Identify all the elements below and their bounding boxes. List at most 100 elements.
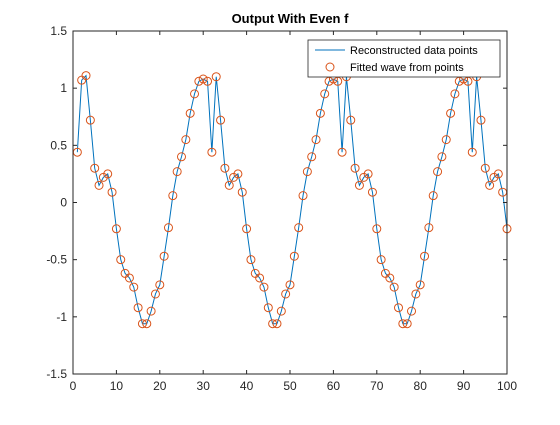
data-point-marker: [150, 289, 160, 299]
data-point-marker: [224, 180, 234, 190]
data-point-marker: [420, 251, 430, 261]
x-tick-label: 90: [457, 379, 471, 393]
data-point-marker: [81, 71, 91, 81]
data-point-marker: [103, 169, 113, 179]
data-point-marker: [216, 115, 226, 125]
data-point-marker: [163, 223, 173, 233]
y-tick-label: -0.5: [46, 253, 67, 267]
data-point-marker: [90, 163, 100, 173]
data-point-marker: [376, 255, 386, 265]
legend: Reconstructed data points Fitted wave fr…: [307, 39, 501, 78]
data-point-marker: [129, 282, 139, 292]
data-point-marker: [237, 187, 247, 197]
data-point-marker: [159, 251, 169, 261]
x-tick-label: 80: [414, 379, 428, 393]
data-point-marker: [281, 289, 291, 299]
x-tick-label: 50: [283, 379, 297, 393]
data-point-marker: [116, 255, 126, 265]
data-point-marker: [185, 108, 195, 118]
data-point-marker: [298, 191, 308, 201]
x-tick-label: 0: [70, 379, 77, 393]
data-point-marker: [476, 115, 486, 125]
x-tick-label: 70: [370, 379, 384, 393]
y-tick-label: -1.5: [46, 367, 67, 381]
data-point-marker: [155, 280, 165, 290]
data-point-marker: [107, 187, 117, 197]
data-point-marker: [398, 319, 408, 329]
data-point-marker: [207, 147, 217, 157]
data-point-marker: [211, 72, 221, 82]
data-point-marker: [315, 108, 325, 118]
data-point-marker: [433, 167, 443, 177]
legend-label-reconstructed: Reconstructed data points: [350, 45, 478, 57]
data-point-marker: [450, 89, 460, 99]
data-point-marker: [363, 169, 373, 179]
data-point-marker: [203, 76, 213, 86]
plot-area: [73, 31, 507, 374]
data-point-marker: [285, 280, 295, 290]
data-point-marker: [177, 152, 186, 162]
data-point-marker: [111, 224, 121, 234]
data-point-marker: [146, 306, 156, 316]
series-line-reconstructed: [76, 74, 508, 325]
data-point-marker: [307, 152, 317, 162]
y-tick-label: 1: [60, 81, 67, 95]
data-point-marker: [142, 319, 152, 329]
data-point-marker: [346, 115, 356, 125]
data-point-marker: [372, 224, 382, 234]
data-point-marker: [415, 280, 425, 290]
y-tick-label: 0: [60, 196, 67, 210]
data-point-marker: [389, 282, 399, 292]
data-point-marker: [402, 319, 412, 329]
data-point-marker: [354, 180, 364, 190]
data-point-marker: [411, 289, 421, 299]
data-point-marker: [337, 147, 347, 157]
data-point-marker: [493, 169, 503, 179]
data-point-marker: [259, 282, 269, 292]
data-point-marker: [246, 255, 256, 265]
data-point-marker: [394, 303, 403, 313]
data-point-marker: [190, 89, 200, 99]
data-point-marker: [168, 191, 178, 201]
data-point-marker: [124, 273, 134, 283]
x-tick-label: 100: [497, 379, 517, 393]
data-point-marker: [367, 187, 377, 197]
data-point-marker: [437, 152, 447, 162]
data-point-marker: [194, 76, 204, 86]
data-point-marker: [385, 273, 395, 283]
data-point-marker: [94, 180, 104, 190]
data-point-marker: [289, 251, 299, 261]
data-point-marker: [446, 108, 456, 118]
x-tick-label: 40: [240, 379, 254, 393]
y-tick-label: 1.5: [50, 24, 67, 38]
y-tick-label: 0.5: [50, 138, 67, 152]
data-point-marker: [268, 319, 278, 329]
data-point-marker: [467, 147, 477, 157]
data-point-marker: [272, 319, 282, 329]
ticks-layer: 0 10 20 30 40 50 60 70 80 90 100 -1.5 -1 -0.5 0 0.5 1 1.5: [46, 24, 517, 393]
legend-marker-swatch: [325, 62, 335, 72]
series-layer: [72, 71, 512, 329]
data-point-marker: [428, 191, 438, 201]
data-point-marker: [320, 89, 330, 99]
data-point-marker: [233, 169, 243, 179]
data-point-marker: [350, 163, 360, 173]
x-tick-label: 20: [153, 379, 167, 393]
data-point-marker: [220, 163, 230, 173]
y-tick-label: -1: [56, 310, 67, 324]
data-point-marker: [133, 303, 143, 313]
data-point-marker: [198, 74, 208, 84]
legend-label-fitted: Fitted wave from points: [350, 62, 464, 74]
data-point-marker: [85, 115, 95, 125]
data-point-marker: [441, 135, 451, 145]
data-point-marker: [302, 167, 312, 177]
data-point-marker: [294, 223, 304, 233]
data-point-marker: [276, 306, 286, 316]
data-point-marker: [137, 319, 147, 329]
data-point-marker: [407, 306, 417, 316]
data-point-marker: [255, 273, 265, 283]
data-point-marker: [242, 224, 252, 234]
data-point-marker: [172, 167, 182, 177]
